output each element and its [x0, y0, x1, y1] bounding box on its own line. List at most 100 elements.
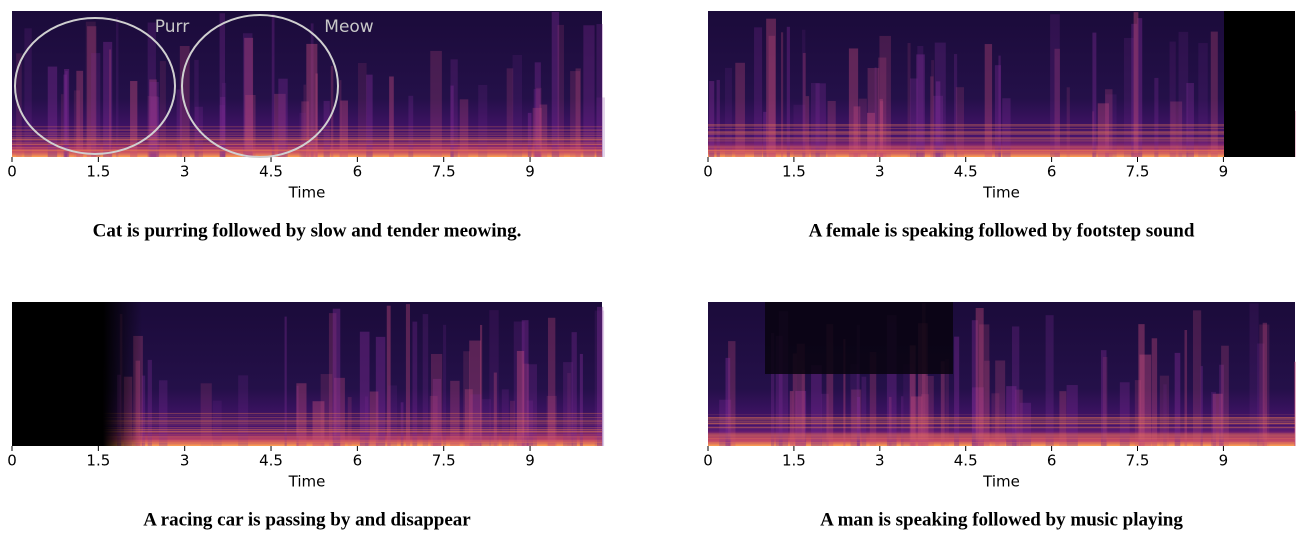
texture: [312, 401, 325, 446]
texture: [805, 96, 810, 157]
texture: [888, 396, 892, 446]
x-tick-label: 4.5: [954, 163, 978, 181]
highlight: [181, 14, 339, 158]
texture: [909, 345, 916, 446]
texture: [991, 393, 1000, 446]
texture: [984, 44, 993, 157]
texture: [1019, 402, 1032, 446]
x-tick-label: 7.5: [1126, 163, 1150, 181]
texture: [366, 74, 373, 157]
texture: [303, 84, 306, 157]
texture: [858, 98, 867, 157]
texture: [857, 396, 861, 446]
texture: [708, 423, 1295, 425]
texture: [12, 134, 602, 136]
x-tick-label: 9: [525, 452, 535, 470]
texture: [778, 311, 789, 446]
texture: [911, 396, 923, 446]
texture: [861, 376, 867, 446]
texture: [12, 431, 602, 433]
texture: [708, 438, 1295, 440]
texture: [922, 303, 926, 446]
texture: [12, 424, 602, 426]
x-tick-label: 0: [703, 163, 713, 181]
texture: [795, 390, 807, 446]
texture: [546, 395, 557, 446]
texture: [489, 310, 499, 446]
texture: [12, 150, 602, 152]
texture: [708, 137, 1295, 139]
x-axis-label: Time: [982, 184, 1020, 202]
texture: [1059, 391, 1067, 446]
x-tick-label: 3: [875, 452, 885, 470]
texture: [478, 84, 488, 157]
texture: [909, 78, 918, 157]
texture: [583, 25, 595, 157]
texture: [1138, 324, 1145, 446]
texture: [12, 436, 602, 438]
texture: [1178, 31, 1189, 158]
texture: [1100, 350, 1107, 446]
texture: [242, 33, 253, 157]
texture: [12, 429, 602, 431]
silence: [1224, 11, 1295, 157]
texture: [708, 420, 1295, 422]
texture: [386, 305, 391, 446]
texture: [12, 427, 602, 429]
x-tick-label: 4.5: [954, 452, 978, 470]
texture: [1133, 12, 1139, 158]
texture: [1137, 18, 1143, 158]
texture: [708, 428, 1295, 430]
texture: [708, 132, 1295, 134]
x-tick-label: 0: [7, 452, 17, 470]
texture: [551, 12, 560, 157]
texture: [12, 414, 602, 416]
texture: [1097, 103, 1109, 157]
texture: [916, 54, 925, 157]
texture: [708, 432, 1295, 434]
texture: [708, 151, 1295, 153]
texture: [926, 375, 934, 446]
texture: [789, 391, 794, 446]
texture: [1011, 326, 1020, 446]
texture: [12, 139, 602, 141]
texture: [513, 321, 525, 446]
texture: [708, 418, 1295, 420]
texture: [708, 436, 1295, 438]
texture: [708, 421, 1295, 423]
texture: [481, 399, 491, 446]
texture: [12, 137, 602, 139]
texture: [708, 128, 1295, 130]
texture: [708, 130, 1295, 132]
texture: [12, 412, 602, 414]
texture: [320, 374, 333, 446]
texture: [708, 125, 1295, 127]
texture: [274, 93, 286, 157]
texture: [12, 132, 602, 134]
texture: [219, 105, 226, 157]
texture: [510, 400, 515, 446]
texture: [708, 423, 1295, 425]
texture: [811, 365, 822, 446]
texture: [221, 82, 227, 157]
caption: A man is speaking followed by music play…: [820, 509, 1183, 530]
texture: [708, 131, 1295, 133]
texture: [708, 150, 1295, 152]
texture: [1211, 391, 1216, 446]
texture: [708, 137, 1295, 139]
texture: [12, 440, 602, 442]
texture: [389, 76, 394, 157]
texture: [159, 61, 166, 158]
texture: [359, 331, 370, 446]
texture: [1210, 31, 1218, 158]
texture: [278, 78, 288, 157]
texture: [1066, 385, 1078, 446]
texture: [347, 397, 352, 446]
texture: [480, 324, 483, 446]
texture: [867, 68, 880, 157]
texture: [12, 420, 602, 422]
texture: [12, 441, 602, 443]
texture: [323, 100, 330, 157]
texture: [998, 55, 1001, 157]
texture: [1294, 110, 1296, 157]
